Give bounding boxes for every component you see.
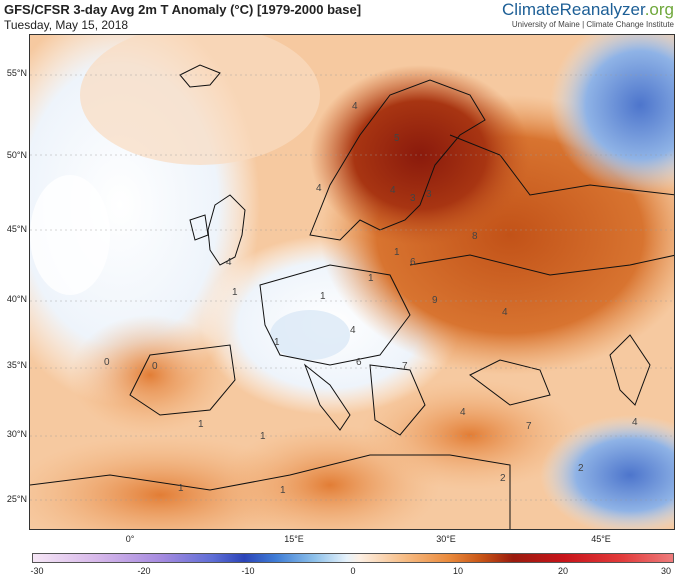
contour-label: 4: [390, 185, 396, 196]
lat-label-45: 45°N: [6, 224, 27, 234]
lat-label-30: 30°N: [6, 429, 27, 439]
contour-label: 1: [198, 419, 204, 430]
contour-label: 1: [274, 337, 280, 348]
contour-label: 4: [632, 417, 638, 428]
lat-label-35: 35°N: [6, 360, 27, 370]
lat-label-25: 25°N: [6, 494, 27, 504]
colorbar-tick: 0: [350, 566, 356, 576]
contour-labels: 4 5 4 3 3 4 8 4 1 1 6 9 1 1 4 1 0 0 6 7 …: [104, 101, 638, 496]
contour-label: 1: [320, 291, 326, 302]
contour-label: 1: [232, 287, 238, 298]
turkey-warm-area: [360, 380, 580, 490]
contour-label: 1: [178, 483, 184, 494]
middle-east-cool-area: [540, 415, 674, 529]
balkans-outline: [369, 364, 426, 436]
contour-label: 4: [352, 101, 358, 112]
lon-label-0: 0°: [125, 534, 135, 544]
black-sea-outline: [469, 359, 551, 406]
north-africa-coast: [30, 454, 511, 529]
north-atlantic-area: [80, 35, 320, 165]
contour-label: 9: [432, 295, 438, 306]
contour-label: 0: [152, 361, 158, 372]
colorbar-tick: -20: [137, 566, 151, 576]
lon-label-45e: 45°E: [591, 534, 611, 544]
map-date: Tuesday, May 15, 2018: [4, 18, 129, 32]
east-border-line: [409, 254, 674, 276]
iceland-outline: [179, 64, 221, 88]
colorbar-tick: -30: [30, 566, 44, 576]
lon-label-30e: 30°E: [436, 534, 456, 544]
contour-label: 4: [316, 183, 322, 194]
anomaly-map[interactable]: 4 5 4 3 3 4 8 4 1 1 6 9 1 1 4 1 0 0 6 7 …: [29, 34, 675, 530]
caspian-sea-outline: [609, 334, 651, 406]
contour-label: 1: [280, 485, 286, 496]
central-europe-outline: [259, 264, 411, 366]
contour-label: 6: [410, 257, 416, 268]
iberia-warm-area: [70, 315, 230, 435]
map-title: GFS/CFSR 3-day Avg 2m T Anomaly (°C) [19…: [4, 2, 362, 17]
west-atlantic-neutral: [30, 175, 110, 295]
contour-label: 1: [368, 273, 374, 284]
colorbar: [32, 553, 674, 563]
contour-label: 2: [578, 463, 584, 474]
contour-label: 4: [226, 257, 232, 268]
anomaly-map-canvas: 4 5 4 3 3 4 8 4 1 1 6 9 1 1 4 1 0 0 6 7 …: [30, 35, 674, 529]
russia-border-line: [449, 134, 674, 196]
contour-label: 3: [410, 193, 416, 204]
contour-label: 7: [526, 421, 532, 432]
contour-label: 4: [350, 325, 356, 336]
contour-label: 4: [460, 407, 466, 418]
contour-label: 6: [356, 357, 362, 368]
iberia-outline: [129, 344, 236, 416]
scandinavia-outline: [309, 79, 486, 241]
brand-name: ClimateReanalyzer.org: [502, 0, 674, 19]
britain-outline: [207, 194, 246, 266]
lon-label-15e: 15°E: [284, 534, 304, 544]
contour-label: 2: [500, 473, 506, 484]
contour-label: 3: [426, 189, 432, 200]
colorbar-tick: 20: [557, 566, 569, 576]
lat-label-55: 55°N: [6, 68, 27, 78]
brand-logo[interactable]: ClimateReanalyzer.org University of Main…: [502, 0, 674, 29]
contour-label: 7: [402, 361, 408, 372]
italy-outline: [303, 363, 351, 431]
ireland-outline: [189, 214, 209, 241]
brand-subtitle: University of Maine | Climate Change Ins…: [511, 20, 674, 29]
contour-label: 8: [472, 231, 478, 242]
colorbar-tick: 10: [452, 566, 464, 576]
lat-label-40: 40°N: [6, 294, 27, 304]
contour-label: 4: [502, 307, 508, 318]
contour-label: 1: [394, 247, 400, 258]
contour-label: 0: [104, 357, 110, 368]
contour-label: 5: [394, 133, 400, 144]
colorbar-tick: 30: [660, 566, 672, 576]
alps-cool-area: [270, 310, 350, 360]
lat-label-50: 50°N: [6, 150, 27, 160]
colorbar-tick: -10: [241, 566, 255, 576]
contour-label: 1: [260, 431, 266, 442]
coastlines: [30, 64, 674, 529]
